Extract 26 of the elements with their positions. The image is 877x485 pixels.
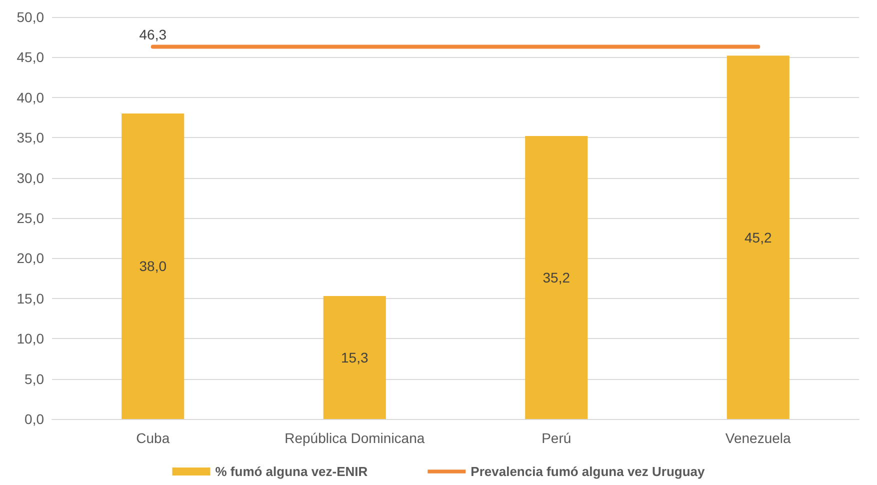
y-tick-label: 5,0 (24, 370, 44, 387)
bar (525, 136, 588, 419)
y-tick-label: 15,0 (16, 290, 44, 306)
y-tick-label: 10,0 (16, 330, 44, 347)
x-tick-label: República Dominicana (284, 430, 425, 446)
y-tick-label: 45,0 (16, 49, 44, 66)
y-tick-label: 0,0 (24, 411, 44, 427)
y-tick-label: 20,0 (16, 250, 44, 266)
y-tick-label: 40,0 (16, 89, 44, 106)
bar (323, 296, 386, 419)
y-tick-label: 35,0 (16, 130, 44, 146)
x-tick-label: Venezuela (725, 430, 792, 446)
data-label: 15,3 (341, 349, 368, 366)
legend-label: % fumó alguna vez-ENIR (215, 464, 368, 479)
y-tick-label: 25,0 (16, 210, 44, 226)
data-label: 46,3 (139, 26, 167, 43)
legend-label: Prevalencia fumó alguna vez Uruguay (470, 464, 706, 479)
data-label: 35,2 (542, 269, 570, 286)
x-tick-label: Cuba (136, 430, 170, 446)
data-label: 38,0 (139, 258, 167, 274)
bar (726, 56, 790, 419)
x-tick-label: Perú (542, 430, 572, 446)
bar (122, 113, 184, 419)
data-label: 45,2 (744, 229, 772, 246)
y-tick-label: 30,0 (16, 170, 44, 186)
y-tick-label: 50,0 (16, 9, 44, 25)
